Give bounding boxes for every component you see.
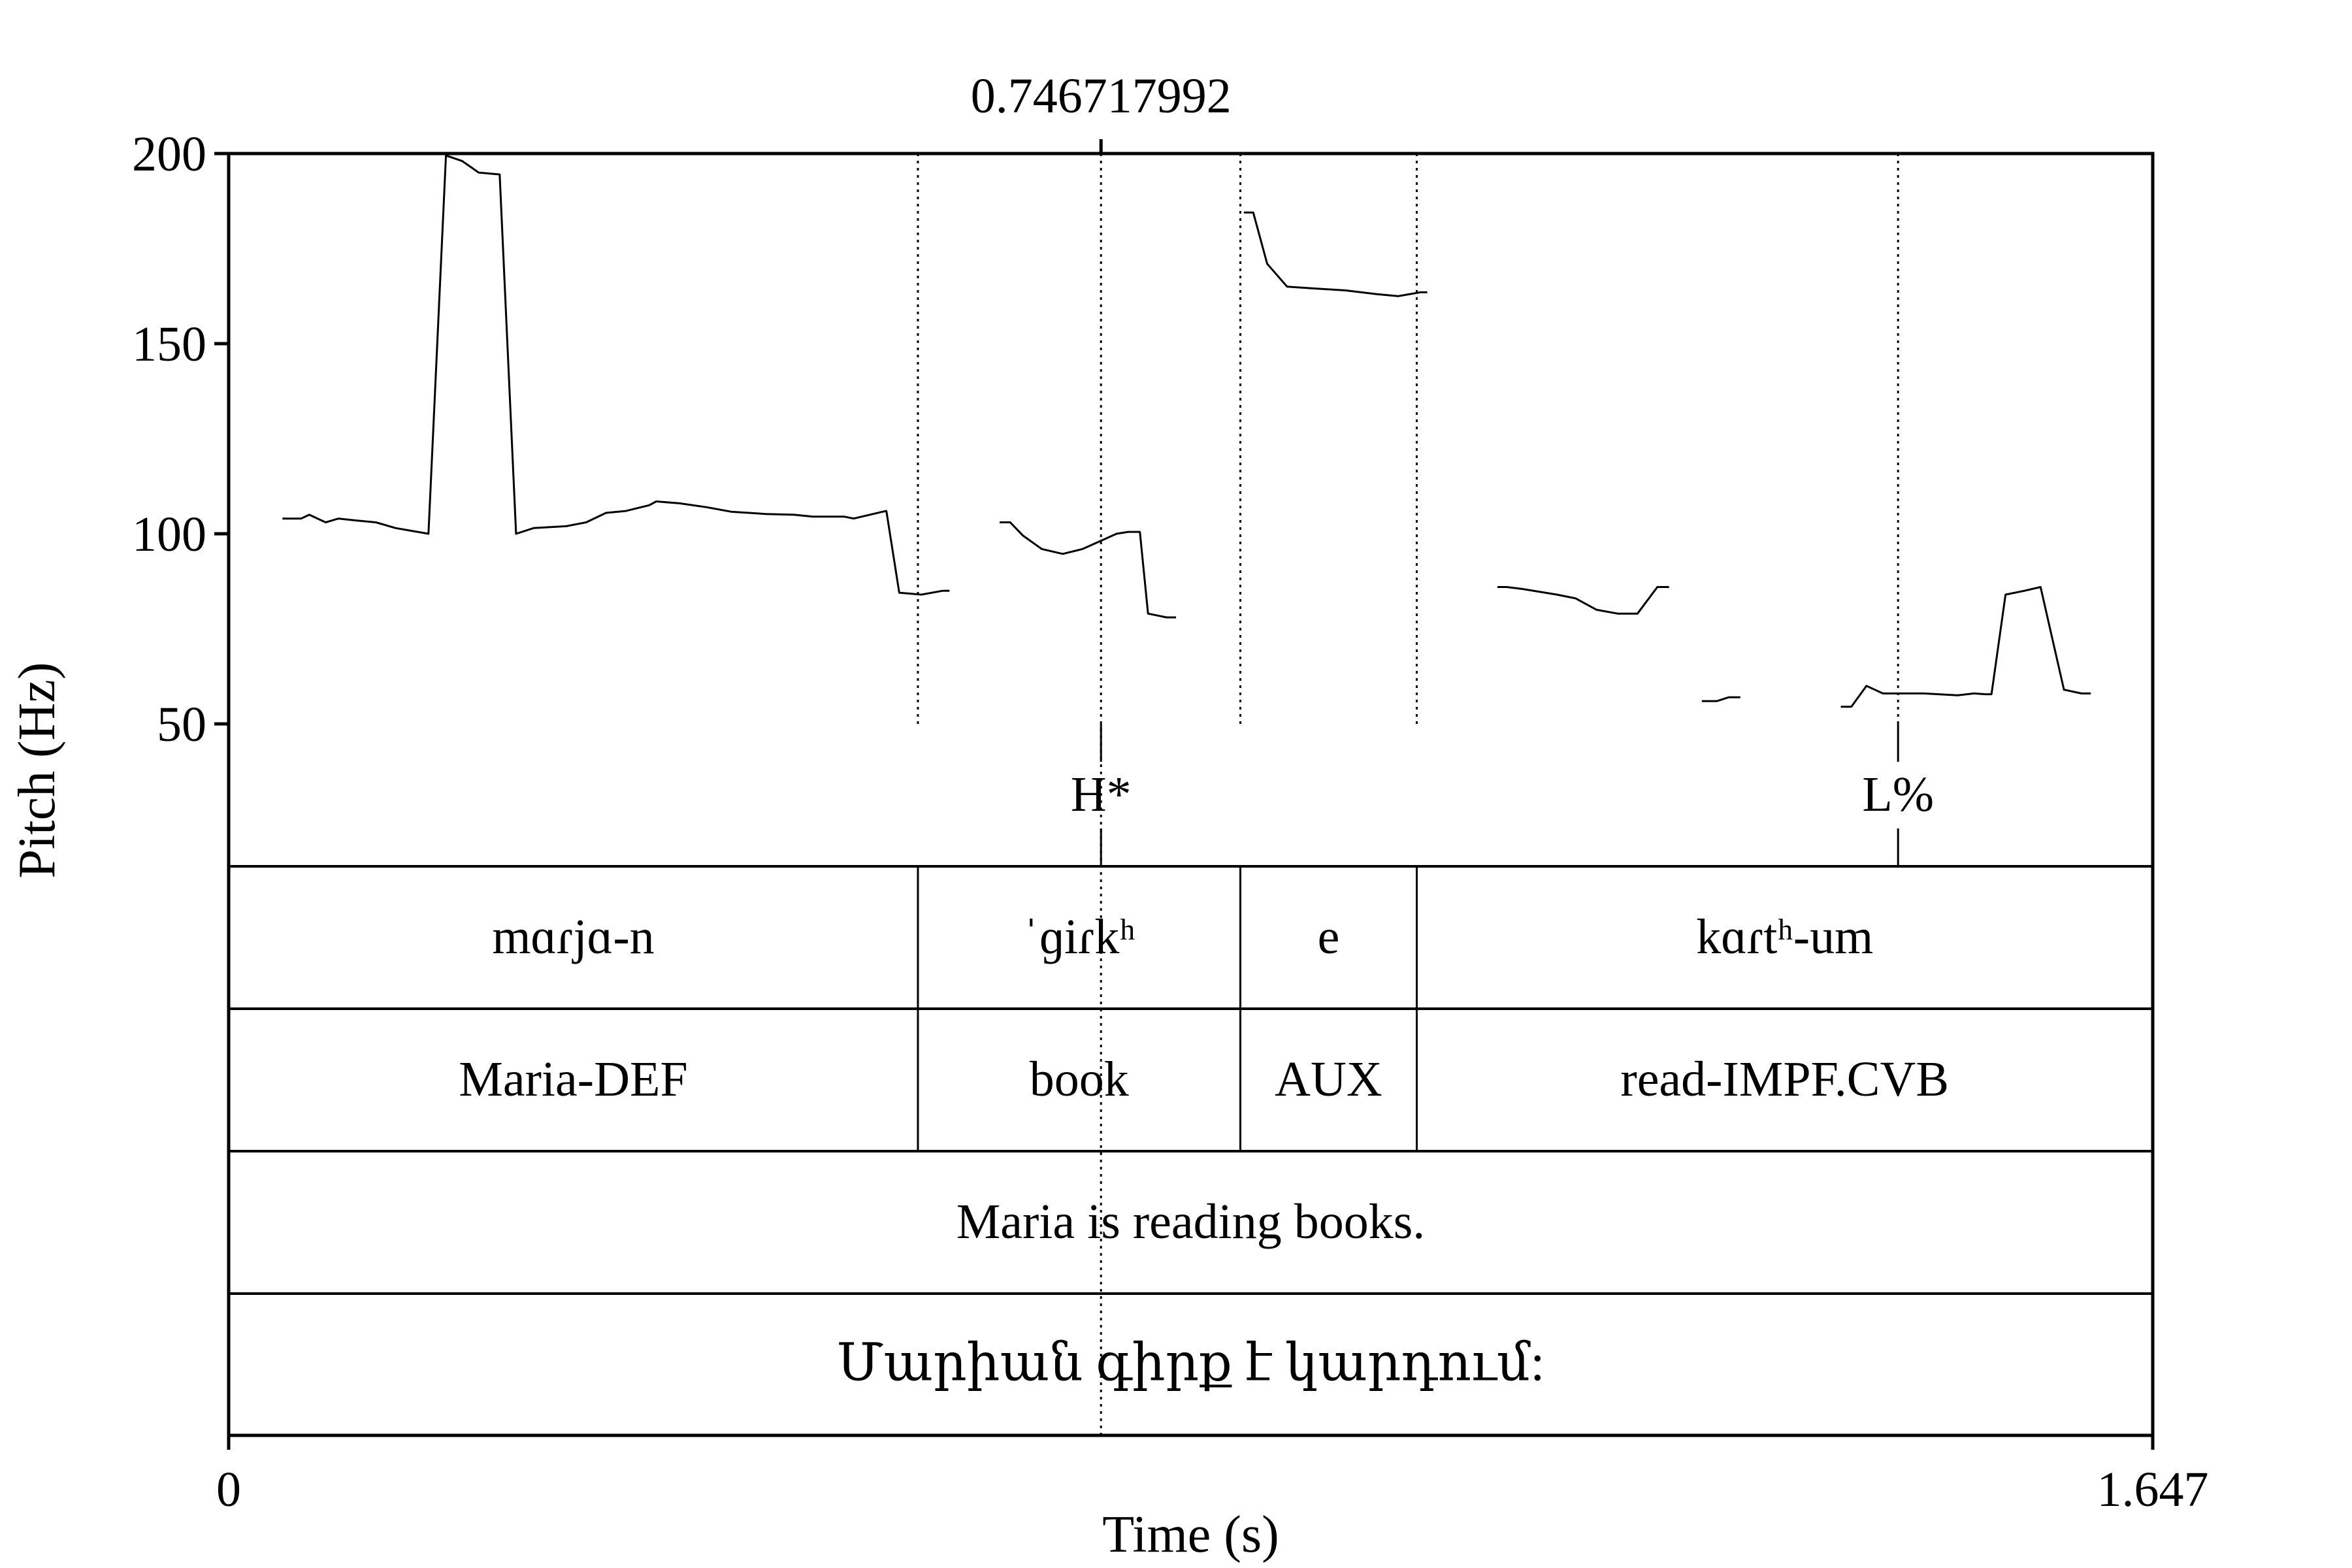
pitch-contour [1497,586,1669,615]
pitch-contour [1701,696,1740,702]
transcription-label: e [1318,909,1340,964]
gloss-label: read-IMPF.CVB [1620,1052,1949,1107]
pitch-contour [1000,521,1177,619]
pitch-contour [1840,586,2091,708]
translation-label: Maria is reading books. [956,1194,1426,1249]
axes: 0.746717992 50 100 150 200 0 1.647 Time (s) Pitc… [8,69,2209,1563]
transcription-label: kɑɾtʰ-um [1696,909,1873,964]
orthography-label: Մարիան գիրք է կարդում: [837,1335,1545,1392]
pitch-contour [282,154,950,596]
x-tick-label: 0 [216,1462,241,1517]
pitch-panel [282,154,2091,724]
y-axis-label: Pitch (Hz) [8,662,66,878]
transcription-label: ˈɡiɾkʰ [1023,909,1135,964]
plot-frame [227,152,2155,1437]
x-tick-label: 1.647 [2097,1462,2209,1517]
cursor-time-label: 0.746717992 [971,69,1232,123]
gloss-label: AUX [1275,1052,1382,1107]
tone-label: L% [1862,767,1934,822]
transcription-label: mɑɾjɑ-n [492,909,654,964]
y-tick-label: 200 [132,127,206,182]
gloss-label: book [1030,1052,1129,1107]
y-tick-label: 100 [132,507,206,562]
gloss-label: Maria-DEF [459,1052,687,1107]
y-tick-label: 50 [157,697,206,752]
y-tick-label: 150 [132,317,206,372]
pitch-contour [1243,211,1428,297]
x-axis-label: Time (s) [1102,1506,1279,1563]
